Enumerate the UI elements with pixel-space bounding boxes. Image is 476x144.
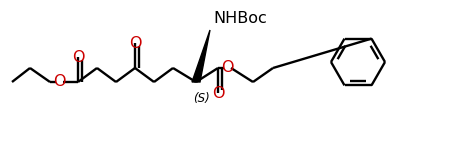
Text: O: O (212, 86, 224, 101)
Text: O: O (72, 50, 84, 65)
Text: O: O (53, 74, 65, 90)
Polygon shape (192, 30, 210, 82)
Text: O: O (129, 36, 141, 51)
Text: NHBoc: NHBoc (213, 11, 267, 26)
Text: (S): (S) (193, 92, 209, 105)
Text: O: O (221, 60, 233, 75)
